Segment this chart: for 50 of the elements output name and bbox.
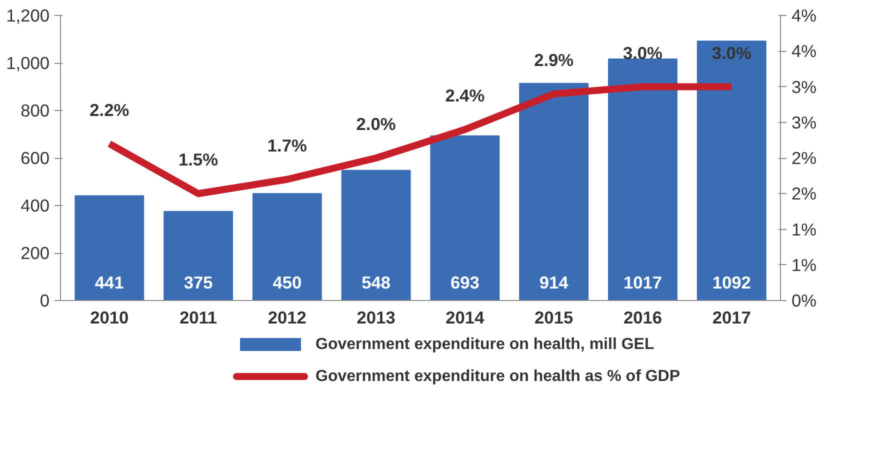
data-label: 450 [272, 272, 302, 292]
x-tick-label: 2013 [356, 308, 396, 328]
y2-tick-label: 4% [792, 6, 817, 26]
data-label: 2.9% [534, 50, 574, 70]
x-tick-label: 2017 [712, 308, 751, 328]
data-label: 441 [94, 272, 124, 292]
data-label: 3.0% [712, 42, 752, 63]
data-label: 2.0% [356, 114, 396, 134]
data-label: 1017 [623, 272, 662, 292]
y-tick-label: 0 [40, 290, 50, 310]
x-tick-label: 2012 [268, 308, 306, 328]
data-label: 1.7% [267, 135, 307, 156]
bar [519, 82, 589, 300]
data-label: 914 [539, 272, 569, 292]
y-tick-label: 400 [20, 196, 50, 216]
y-tick-label: 1,000 [6, 53, 50, 73]
bar [430, 135, 500, 300]
y2-tick-label: 4% [792, 41, 817, 62]
data-label: 1092 [712, 272, 751, 292]
x-tick-label: 2016 [623, 308, 662, 328]
bar [74, 195, 144, 300]
data-label: 2.4% [445, 86, 485, 106]
y2-tick-label: 3% [792, 76, 817, 97]
data-label: 2.2% [90, 100, 130, 120]
y2-tick-label: 1% [792, 254, 817, 275]
y2-tick-label: 1% [792, 219, 817, 240]
data-label: 693 [450, 272, 480, 292]
y-tick-label: 800 [20, 100, 50, 120]
bar [164, 210, 233, 300]
x-tick-label: 2014 [446, 308, 485, 328]
y-tick-label: 600 [20, 148, 50, 168]
data-label: 548 [362, 272, 391, 292]
bar [252, 193, 322, 300]
y2-tick-label: 3% [792, 112, 817, 132]
data-label: 3.0% [622, 42, 662, 63]
legend-label: Government expenditure on health as % of GDP [316, 368, 680, 385]
bar [341, 170, 411, 300]
x-tick-label: 2010 [90, 308, 129, 328]
y-tick-label: 200 [20, 243, 50, 263]
x-tick-label: 2015 [534, 308, 574, 328]
x-tick-label: 2011 [179, 308, 218, 328]
y2-tick-label: 2% [792, 184, 817, 204]
bar [608, 58, 678, 300]
data-label: 375 [184, 272, 214, 292]
data-label: 1.5% [178, 150, 218, 170]
y2-tick-label: 0% [792, 290, 817, 310]
y2-tick-label: 2% [792, 148, 817, 168]
bar [696, 40, 766, 300]
y-tick-label: 1,200 [6, 6, 50, 26]
legend-label: Government expenditure on health, mill GEL [316, 336, 654, 353]
